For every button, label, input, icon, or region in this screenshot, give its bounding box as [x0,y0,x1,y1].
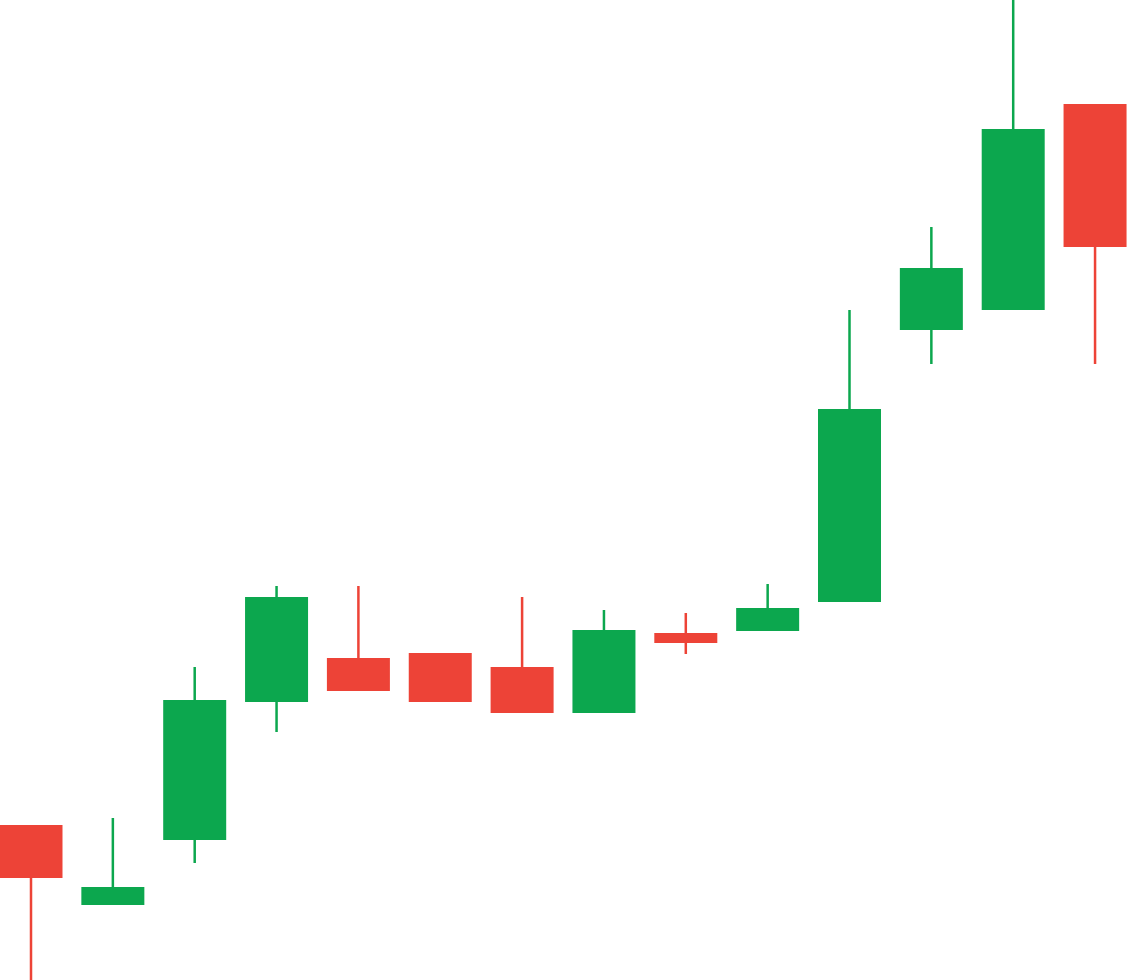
candle-13 [981,0,1045,310]
candle-10-wick [766,584,769,631]
candle-2-wick [111,818,115,905]
candle-7 [490,597,554,713]
candle-12 [899,227,963,364]
candle-1-body [0,825,63,878]
candle-11-body [818,409,881,602]
candle-5 [326,586,390,691]
candle-5-body [326,658,390,691]
candle-3-body [163,700,227,840]
candle-7-wick [520,597,524,713]
candle-10-body [736,608,800,631]
candle-11 [818,310,881,602]
candle-1 [0,825,63,980]
candle-9 [654,613,718,654]
candle-1-wick [29,825,33,980]
candle-5-wick [357,586,360,691]
candle-8-body [572,630,636,713]
candle-2-body [81,887,145,905]
candle-6-body [408,653,472,702]
candle-9-body [654,633,718,643]
candle-14 [1063,104,1127,364]
candle-3 [163,667,227,863]
candle-8 [572,610,636,713]
candle-14-body [1063,104,1127,247]
candle-10 [736,584,800,631]
candle-13-body [981,129,1045,310]
candle-12-body [899,268,963,330]
candle-4-body [245,597,309,702]
candle-4 [245,586,309,732]
candle-2 [81,818,145,905]
candle-6 [408,653,472,702]
candle-7-body [490,667,554,713]
